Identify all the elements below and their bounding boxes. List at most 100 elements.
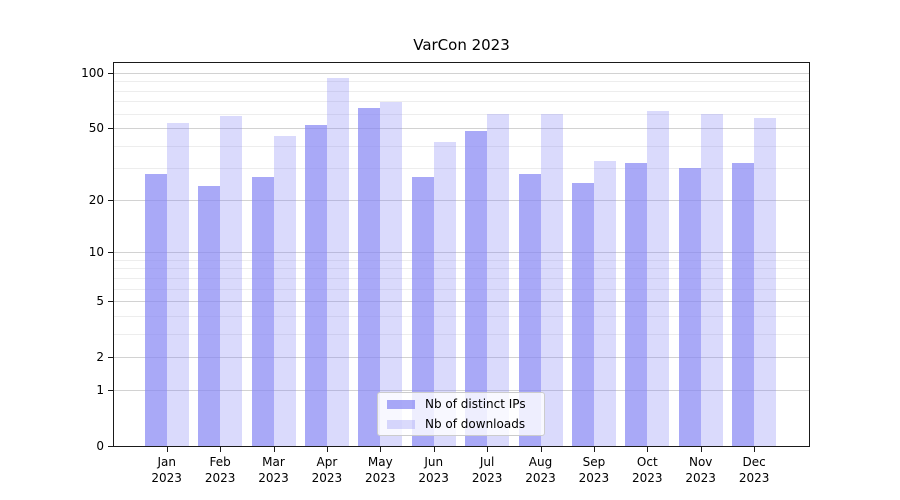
bar-distinct-ips-jun xyxy=(411,176,434,446)
x-tick-label-jan: Jan 2023 xyxy=(137,454,197,486)
gridline-major-50 xyxy=(113,128,810,129)
legend-label-distinct-ips: Nb of distinct IPs xyxy=(425,397,526,411)
bar-distinct-ips-jul xyxy=(465,131,488,446)
gridline-minor-90 xyxy=(113,81,810,83)
gridline-major-20 xyxy=(113,199,810,201)
x-tick-label-dec: Dec 2023 xyxy=(724,454,784,486)
y-tick-mark-0 xyxy=(108,446,113,447)
x-tick-mark-mar xyxy=(273,447,275,452)
y-tick-mark-100 xyxy=(108,72,113,74)
x-tick-label-year: 2023 xyxy=(632,471,663,485)
bar-distinct-ips-may xyxy=(358,108,381,446)
gridline-minor-80 xyxy=(113,90,810,92)
x-tick-mark-aug xyxy=(540,447,542,452)
x-tick-label-month: Sep xyxy=(582,455,606,469)
x-tick-label-month: Aug xyxy=(528,455,553,469)
x-tick-label-year: 2023 xyxy=(365,471,396,485)
bar-distinct-ips-apr xyxy=(304,124,327,446)
x-tick-label-year: 2023 xyxy=(151,471,182,485)
x-tick-mark-jun xyxy=(433,447,435,452)
y-tick-label-2: 2 xyxy=(96,350,104,365)
x-tick-label-nov: Nov 2023 xyxy=(671,454,731,486)
bar-downloads-jul xyxy=(487,113,510,446)
x-tick-label-month: Dec xyxy=(742,455,766,469)
bar-distinct-ips-sep xyxy=(571,182,594,446)
gridline-minor-60 xyxy=(113,113,810,115)
gridline-major-1 xyxy=(113,389,810,391)
legend: Nb of distinct IPs Nb of downloads xyxy=(377,392,545,436)
x-tick-mark-jan xyxy=(166,447,168,452)
gridline-major-10 xyxy=(113,252,810,253)
bar-distinct-ips-aug xyxy=(518,173,541,446)
legend-entry-distinct-ips: Nb of distinct IPs xyxy=(378,394,544,414)
x-tick-label-jun: Jun 2023 xyxy=(404,454,464,486)
gridline-minor-8 xyxy=(113,268,810,270)
x-tick-label-aug: Aug 2023 xyxy=(511,454,571,486)
x-tick-label-year: 2023 xyxy=(525,471,556,485)
chart-title: VarCon 2023 xyxy=(413,36,510,54)
x-tick-label-month: Apr xyxy=(316,455,338,469)
x-tick-mark-may xyxy=(380,447,382,452)
x-tick-label-apr: Apr 2023 xyxy=(297,454,357,486)
bar-distinct-ips-oct xyxy=(625,163,648,446)
bar-downloads-aug xyxy=(540,113,563,446)
x-tick-label-month: Oct xyxy=(636,455,658,469)
y-tick-mark-1 xyxy=(108,389,113,391)
x-tick-mark-sep xyxy=(593,447,595,452)
gridline-minor-9 xyxy=(113,259,810,261)
y-tick-mark-2 xyxy=(108,357,113,359)
bar-distinct-ips-nov xyxy=(678,168,701,446)
y-tick-mark-50 xyxy=(108,128,113,129)
bar-downloads-sep xyxy=(593,160,616,446)
bar-downloads-jan xyxy=(166,123,189,446)
bar-downloads-oct xyxy=(647,110,670,446)
x-tick-label-sep: Sep 2023 xyxy=(564,454,624,486)
x-tick-label-year: 2023 xyxy=(685,471,716,485)
bar-distinct-ips-dec xyxy=(732,163,755,446)
gridline-major-100 xyxy=(113,72,810,74)
y-tick-label-0: 0 xyxy=(96,439,104,453)
x-tick-label-year: 2023 xyxy=(578,471,610,485)
y-tick-mark-10 xyxy=(108,252,113,253)
x-tick-mark-jul xyxy=(487,447,489,452)
x-tick-mark-apr xyxy=(326,447,328,452)
bar-downloads-apr xyxy=(326,77,349,446)
gridline-minor-7 xyxy=(113,277,810,279)
x-tick-label-month: Mar xyxy=(262,455,285,469)
x-tick-label-feb: Feb 2023 xyxy=(190,454,250,486)
gridline-minor-70 xyxy=(113,101,810,103)
y-tick-mark-20 xyxy=(108,199,113,201)
x-tick-label-month: Jul xyxy=(479,455,495,469)
bar-downloads-jun xyxy=(433,141,456,446)
gridline-minor-40 xyxy=(113,145,810,147)
gridline-major-2 xyxy=(113,357,810,359)
y-tick-label-100: 100 xyxy=(81,65,104,80)
bar-downloads-may xyxy=(380,102,403,446)
x-tick-label-month: Nov xyxy=(688,455,713,469)
bar-distinct-ips-feb xyxy=(198,185,221,446)
bar-downloads-dec xyxy=(754,117,777,446)
gridline-major-5 xyxy=(113,301,810,303)
gridline-minor-30 xyxy=(113,168,810,170)
gridline-minor-6 xyxy=(113,288,810,290)
bar-downloads-mar xyxy=(273,136,296,446)
x-tick-label-year: 2023 xyxy=(204,471,236,485)
x-tick-label-oct: Oct 2023 xyxy=(617,454,677,486)
gridline-minor-4 xyxy=(113,315,810,317)
legend-label-downloads: Nb of downloads xyxy=(425,417,526,431)
legend-swatch-downloads xyxy=(387,419,415,429)
y-tick-label-1: 1 xyxy=(96,382,104,397)
x-tick-mark-feb xyxy=(220,447,222,452)
x-tick-label-jul: Jul 2023 xyxy=(457,454,517,486)
x-tick-label-month: May xyxy=(367,455,393,469)
y-tick-label-10: 10 xyxy=(88,245,104,259)
x-tick-mark-dec xyxy=(754,447,756,452)
y-tick-label-5: 5 xyxy=(96,294,104,309)
x-tick-label-year: 2023 xyxy=(258,471,289,485)
gridline-minor-3 xyxy=(113,333,810,335)
legend-entry-downloads: Nb of downloads xyxy=(378,414,544,434)
